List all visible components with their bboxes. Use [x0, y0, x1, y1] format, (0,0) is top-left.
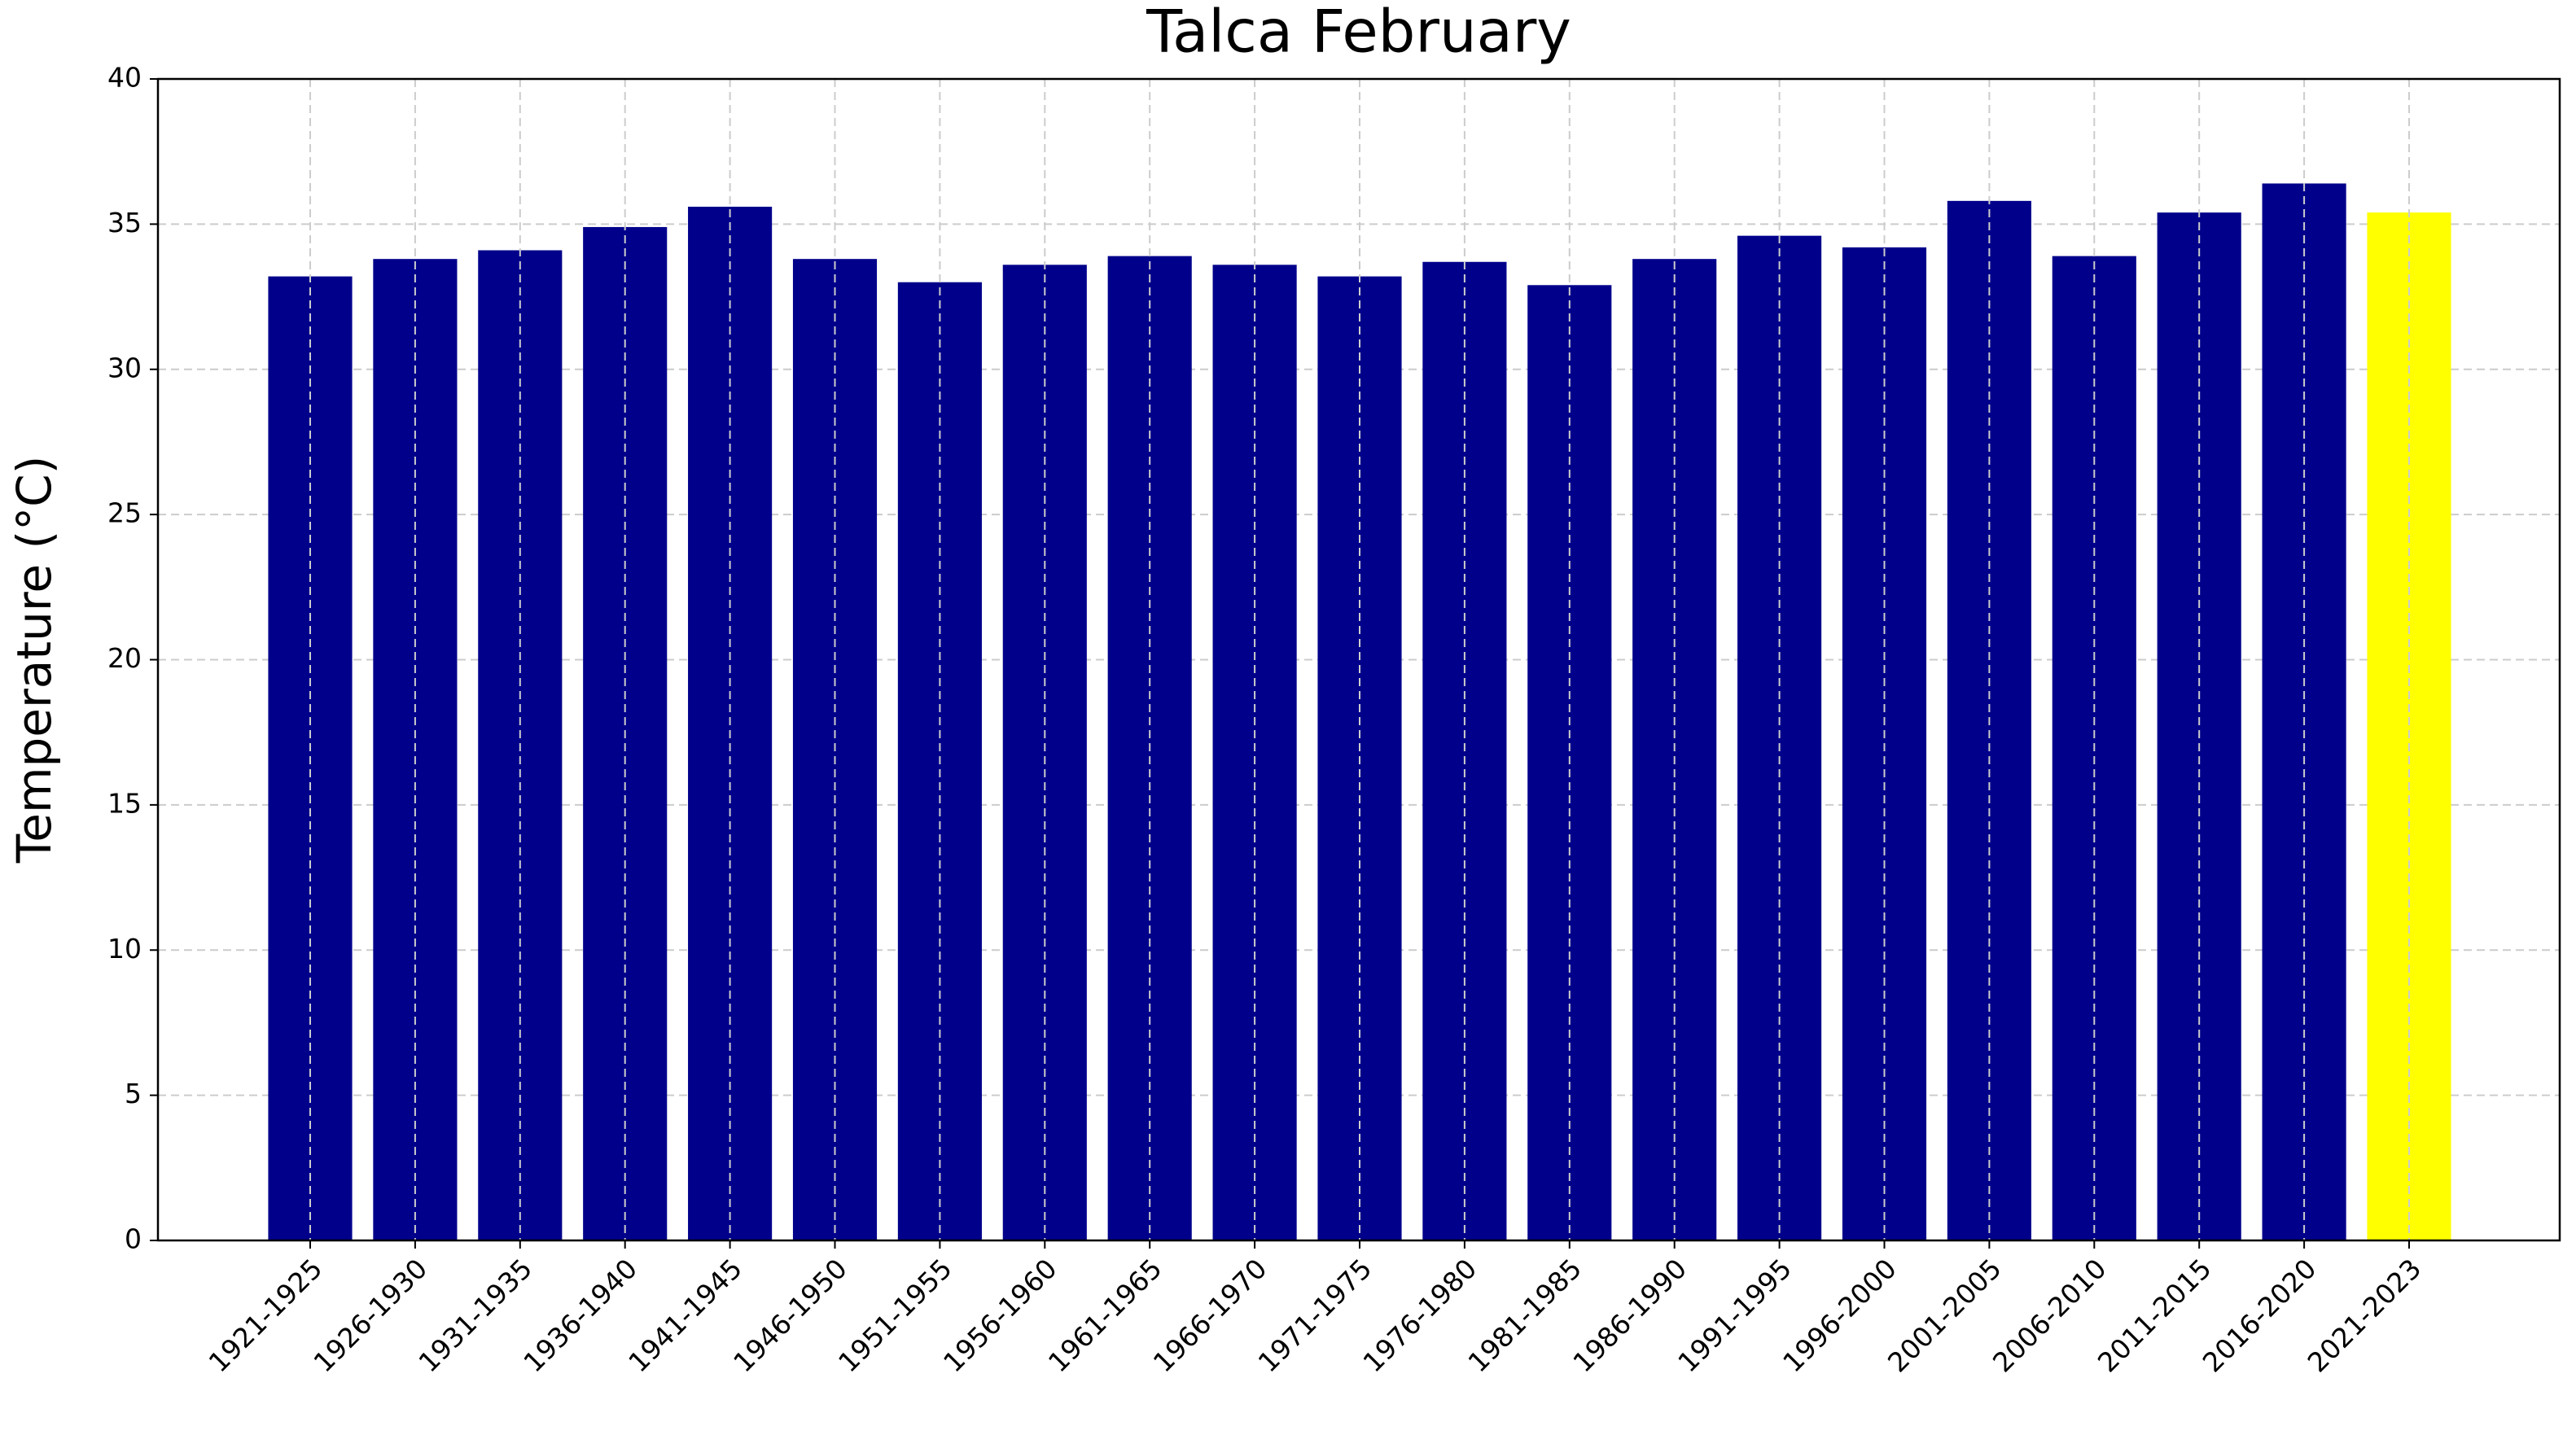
y-tick-label: 40: [107, 62, 142, 94]
bar: [1212, 265, 1297, 1240]
x-tick-label: 2021-2023: [2302, 1253, 2428, 1379]
x-tick-label: 1941-1945: [622, 1253, 748, 1379]
plot-frame: [156, 77, 2561, 1242]
y-axis-label: Temperature (°C): [7, 456, 62, 864]
x-tick-label: 1931-1935: [412, 1253, 538, 1379]
x-tick-label: 1996-2000: [1776, 1253, 1903, 1379]
y-tick-label: 15: [107, 787, 142, 819]
x-tick-label: 1921-1925: [203, 1253, 329, 1379]
x-tick-label: 1971-1975: [1252, 1253, 1378, 1379]
x-tick-label: 1991-1995: [1671, 1253, 1798, 1379]
x-tick-label: 2006-2010: [1987, 1253, 2113, 1379]
y-tick-label: 35: [107, 207, 142, 238]
y-tick-label: 25: [107, 497, 142, 529]
bar: [1002, 265, 1087, 1240]
x-tick-label: 2016-2020: [2197, 1253, 2323, 1379]
x-tick-label: 1961-1965: [1042, 1253, 1168, 1379]
x-tick-label: 1936-1940: [517, 1253, 643, 1379]
y-tick-label: 30: [107, 352, 142, 383]
x-tick-label: 2011-2015: [2092, 1253, 2218, 1379]
chart-title: Talca February: [1146, 0, 1571, 66]
x-tick-label: 1986-1990: [1566, 1253, 1693, 1379]
x-tick-label: 1946-1950: [727, 1253, 853, 1379]
y-tick-label: 5: [125, 1078, 142, 1109]
x-tick-label: 1951-1955: [832, 1253, 958, 1379]
y-tick-label: 10: [107, 933, 142, 965]
y-tick-label: 0: [125, 1223, 142, 1255]
x-tick-label: 1966-1970: [1147, 1253, 1273, 1379]
x-tick-label: 1981-1985: [1461, 1253, 1588, 1379]
x-tick-label: 1956-1960: [937, 1253, 1063, 1379]
y-tick-label: 20: [107, 642, 142, 674]
x-tick-label: 1976-1980: [1357, 1253, 1483, 1379]
x-tick-label: 2001-2005: [1882, 1253, 2008, 1379]
x-tick-label: 1926-1930: [308, 1253, 434, 1379]
